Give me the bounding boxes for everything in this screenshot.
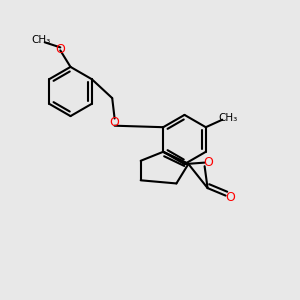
Text: O: O xyxy=(204,156,213,169)
Text: O: O xyxy=(110,116,119,129)
Text: CH₃: CH₃ xyxy=(31,35,50,45)
Text: O: O xyxy=(56,43,65,56)
Text: CH₃: CH₃ xyxy=(218,113,237,124)
Text: O: O xyxy=(226,190,235,204)
